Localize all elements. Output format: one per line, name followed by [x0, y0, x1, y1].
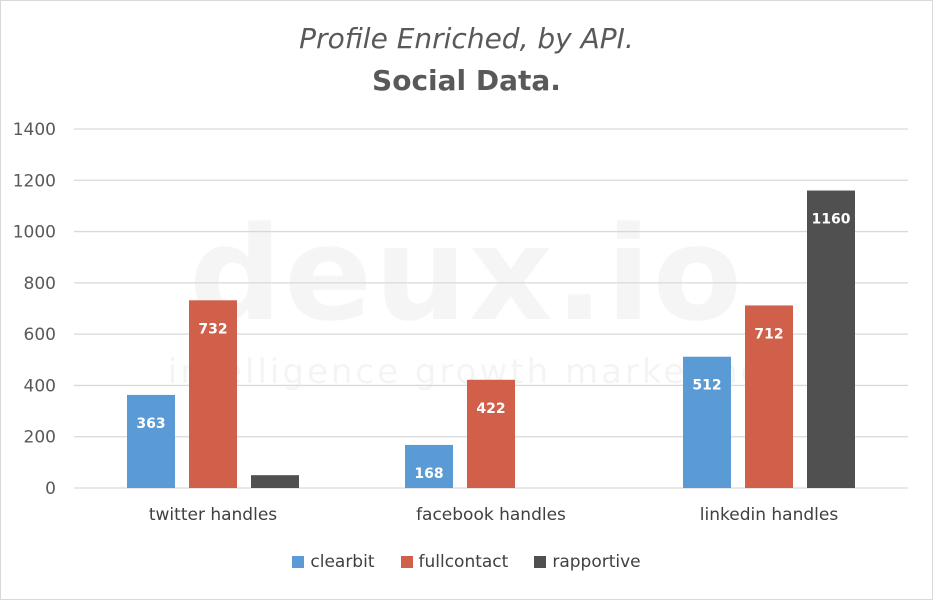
data-label: 363	[136, 416, 165, 432]
bar-rapportive	[251, 475, 299, 488]
y-tick-label: 1200	[13, 171, 56, 191]
chart-subtitle: Social Data.	[372, 64, 561, 97]
legend-item-rapportive: rapportive	[534, 552, 641, 572]
chart-title: Profile Enriched, by API.	[299, 22, 634, 55]
x-tick-label: twitter handles	[149, 505, 277, 525]
y-tick-label: 0	[45, 479, 56, 499]
legend: clearbit fullcontact rapportive	[0, 552, 933, 572]
legend-label: rapportive	[552, 552, 641, 572]
data-label: 1160	[812, 212, 851, 228]
legend-label: fullcontact	[418, 552, 509, 572]
bar-fullcontact	[189, 300, 237, 488]
bars: 363 732 168 422 512 712 1160	[127, 190, 855, 489]
bar-rapportive	[807, 190, 855, 489]
y-tick-label: 400	[24, 376, 56, 396]
x-tick-label: facebook handles	[416, 505, 566, 525]
y-tick-label: 1000	[13, 223, 56, 243]
data-label: 422	[476, 401, 505, 417]
y-axis: 0 200 400 600 800 1000 1200 1400	[13, 120, 56, 499]
x-axis: twitter handles facebook handles linkedin …	[149, 505, 838, 525]
bar-fullcontact	[745, 305, 793, 488]
bar-clearbit	[405, 444, 453, 488]
x-tick-label: linkedin handles	[700, 505, 839, 525]
legend-swatch	[534, 556, 547, 568]
legend-swatch	[400, 556, 413, 568]
y-tick-label: 600	[24, 325, 56, 345]
y-tick-label: 200	[24, 428, 56, 448]
bar-fullcontact	[467, 379, 515, 488]
bar-clearbit	[683, 356, 731, 488]
legend-swatch	[292, 556, 305, 568]
legend-item-fullcontact: fullcontact	[400, 552, 509, 572]
y-tick-label: 1400	[13, 120, 56, 140]
data-label: 732	[198, 321, 227, 337]
legend-item-clearbit: clearbit	[292, 552, 375, 572]
y-tick-label: 800	[24, 274, 56, 294]
data-label: 712	[754, 326, 783, 342]
legend-label: clearbit	[310, 552, 375, 572]
data-label: 168	[414, 466, 443, 482]
data-label: 512	[692, 378, 721, 394]
bar-clearbit	[127, 394, 175, 488]
